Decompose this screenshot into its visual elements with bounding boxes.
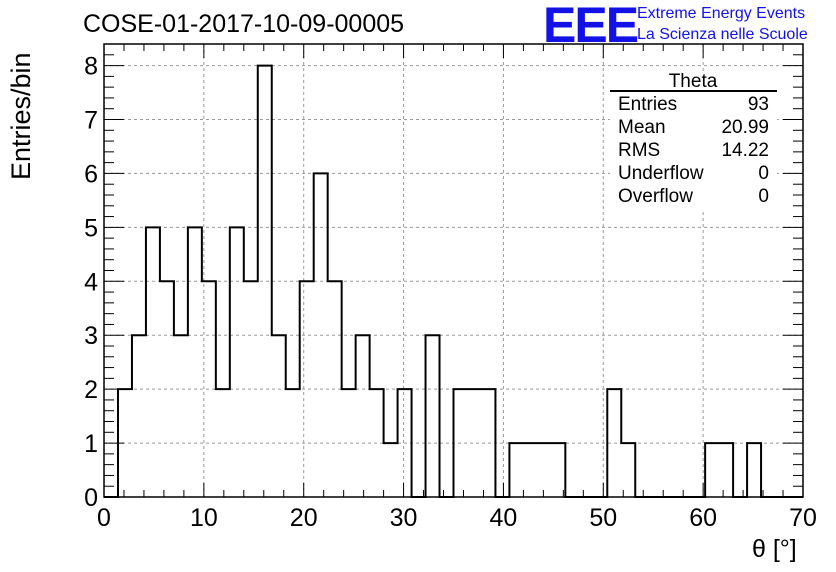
y-tick-label: 7	[84, 107, 98, 135]
x-tick-label: 0	[97, 504, 111, 532]
y-tick-label: 0	[84, 484, 98, 512]
stats-row-label: Overflow	[618, 186, 693, 207]
stats-row-label: Underflow	[618, 163, 704, 184]
stats-box-title: Theta	[669, 71, 718, 92]
stats-row-value: 20.99	[721, 117, 769, 138]
stats-row-label: RMS	[618, 140, 660, 161]
y-tick-label: 5	[84, 214, 98, 242]
stats-row-value: 0	[758, 163, 769, 184]
x-axis-label: θ [°]	[752, 535, 797, 563]
chart-title: COSE-01-2017-10-09-00005	[83, 10, 405, 38]
x-tick-label: 30	[390, 504, 418, 532]
x-tick-label: 10	[190, 504, 218, 532]
y-tick-label: 6	[84, 160, 98, 188]
stats-box-bg	[610, 72, 777, 212]
stats-row-label: Mean	[618, 117, 666, 138]
x-tick-label: 70	[789, 504, 817, 532]
stats-row-label: Entries	[618, 94, 677, 115]
logo-line-2: La Scienza nelle Scuole	[637, 26, 808, 43]
tick-marks	[103, 43, 804, 498]
y-tick-label: 4	[84, 268, 98, 296]
x-tick-label: 20	[290, 504, 318, 532]
stats-row-value: 93	[748, 94, 769, 115]
tick-labels: 0 10 20 30 40 50 60 70 0 1 2 3 4 5 6 7 8	[84, 53, 817, 532]
y-tick-label: 8	[84, 53, 98, 81]
y-tick-label: 1	[84, 430, 98, 458]
x-tick-label: 50	[589, 504, 617, 532]
stats-row-value: 0	[758, 186, 769, 207]
y-tick-label: 3	[84, 322, 98, 350]
stats-row-value: 14.22	[721, 140, 769, 161]
y-tick-label: 2	[84, 376, 98, 404]
x-tick-label: 40	[490, 504, 518, 532]
logo-line-1: Extreme Energy Events	[637, 5, 806, 22]
x-tick-label: 60	[689, 504, 717, 532]
